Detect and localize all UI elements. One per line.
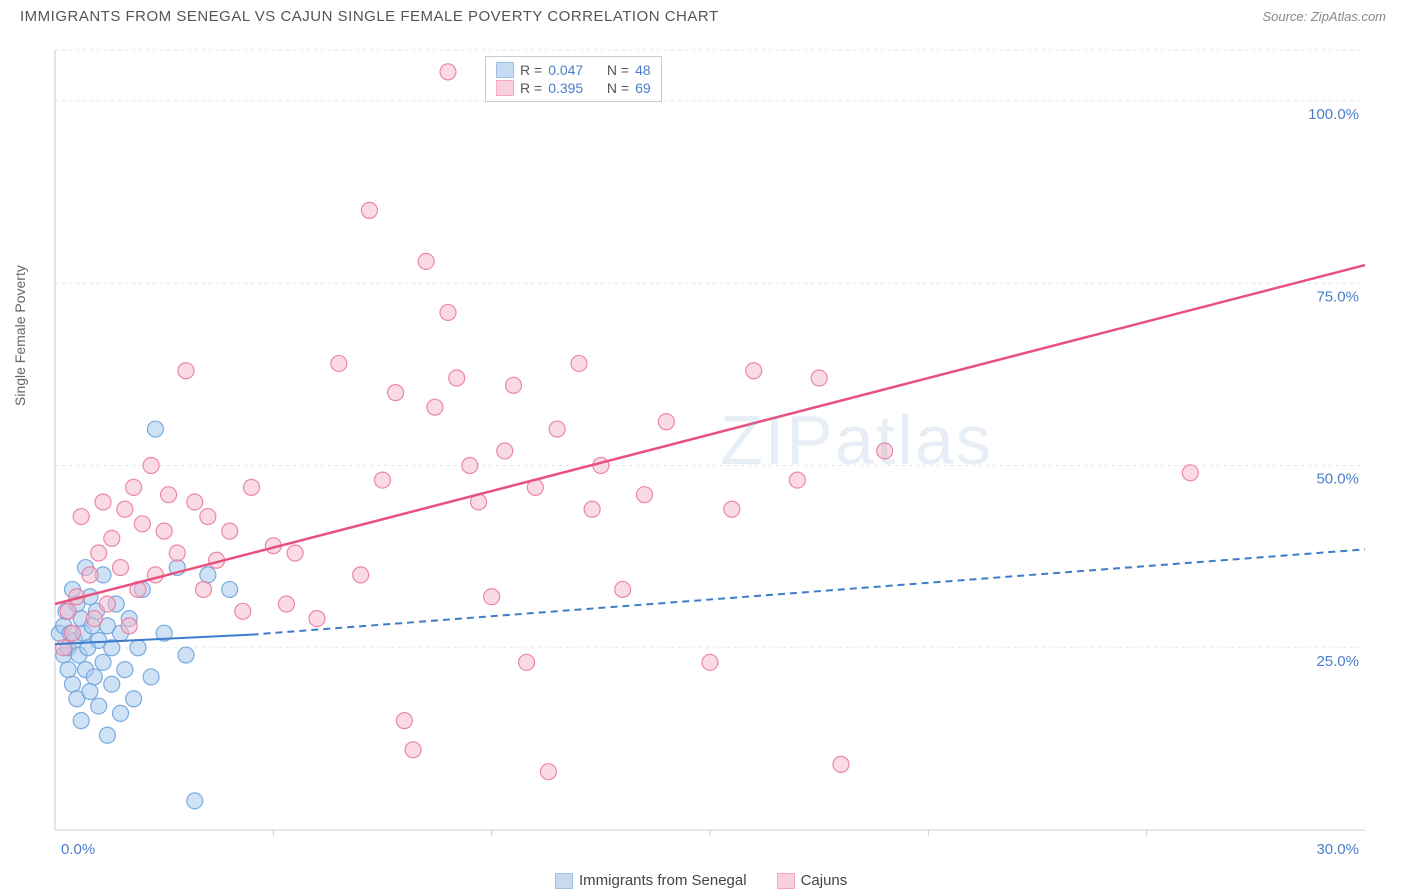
series-legend-label: Immigrants from Senegal [579,872,747,889]
correlation-legend: R = 0.047 N = 48 R = 0.395 N = 69 [485,56,662,102]
legend-n-value: 69 [635,80,651,96]
legend-swatch [496,62,514,78]
legend-r-value: 0.047 [548,62,583,78]
legend-r-label: R = [520,62,542,78]
source-attribution: Source: ZipAtlas.com [1262,9,1386,24]
plot-container: 25.0% 50.0% 75.0% 100.0% 0.0% 30.0% [50,40,1390,860]
series-legend: Immigrants from Senegal Cajuns [555,872,847,889]
svg-text:100.0%: 100.0% [1308,106,1359,123]
svg-text:50.0%: 50.0% [1316,471,1359,488]
y-axis-label: Single Female Poverty [12,265,28,406]
legend-n-value: 48 [635,62,651,78]
legend-r-value: 0.395 [548,80,583,96]
legend-swatch [496,80,514,96]
chart-title: IMMIGRANTS FROM SENEGAL VS CAJUN SINGLE … [20,8,719,25]
scatter-plot-svg: 25.0% 50.0% 75.0% 100.0% 0.0% 30.0% [50,40,1390,880]
series-legend-label: Cajuns [801,872,848,889]
legend-row: R = 0.047 N = 48 [496,61,651,79]
svg-text:25.0%: 25.0% [1316,653,1359,670]
svg-text:0.0%: 0.0% [61,841,95,858]
legend-swatch [777,873,795,889]
legend-r-label: R = [520,80,542,96]
legend-row: R = 0.395 N = 69 [496,79,651,97]
series-legend-item: Cajuns [777,872,848,889]
svg-text:30.0%: 30.0% [1316,841,1359,858]
legend-swatch [555,873,573,889]
legend-n-label: N = [607,62,629,78]
series-legend-item: Immigrants from Senegal [555,872,747,889]
legend-n-label: N = [607,80,629,96]
svg-text:75.0%: 75.0% [1316,288,1359,305]
